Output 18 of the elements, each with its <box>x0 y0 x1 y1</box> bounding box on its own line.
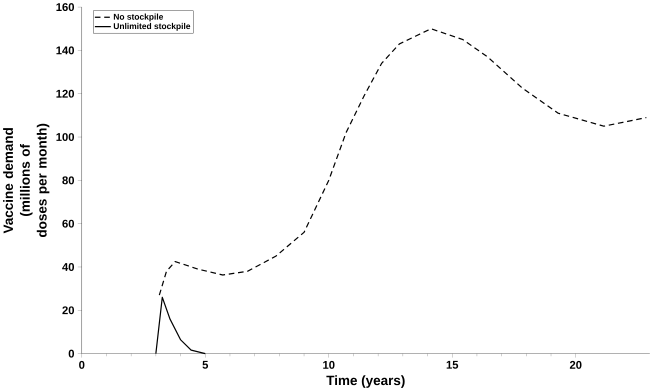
y-tick-label: 140 <box>56 46 74 54</box>
y-axis-title: Vaccine demand (millions of doses per month) <box>3 124 50 238</box>
y-tick-label: 160 <box>56 3 74 12</box>
x-tick-label: 5 <box>202 360 208 369</box>
y-tick-label: 40 <box>62 263 74 271</box>
x-tick-label: 10 <box>323 360 335 369</box>
y-tick-label: 20 <box>62 306 74 314</box>
y-tick-label: 0 <box>68 350 74 358</box>
y-tick-label: 80 <box>62 176 74 184</box>
y-tick-label: 100 <box>56 133 74 142</box>
x-tick-label: 0 <box>79 360 84 369</box>
legend-label: No stockpile <box>114 14 164 22</box>
y-tick-label: 120 <box>56 90 74 98</box>
x-axis-title: Time (years) <box>326 375 405 388</box>
x-tick-label: 15 <box>446 360 458 369</box>
y-tick-label: 60 <box>62 220 74 228</box>
legend-label: Unlimited stockpile <box>114 22 190 31</box>
x-tick-label: 20 <box>570 360 582 369</box>
